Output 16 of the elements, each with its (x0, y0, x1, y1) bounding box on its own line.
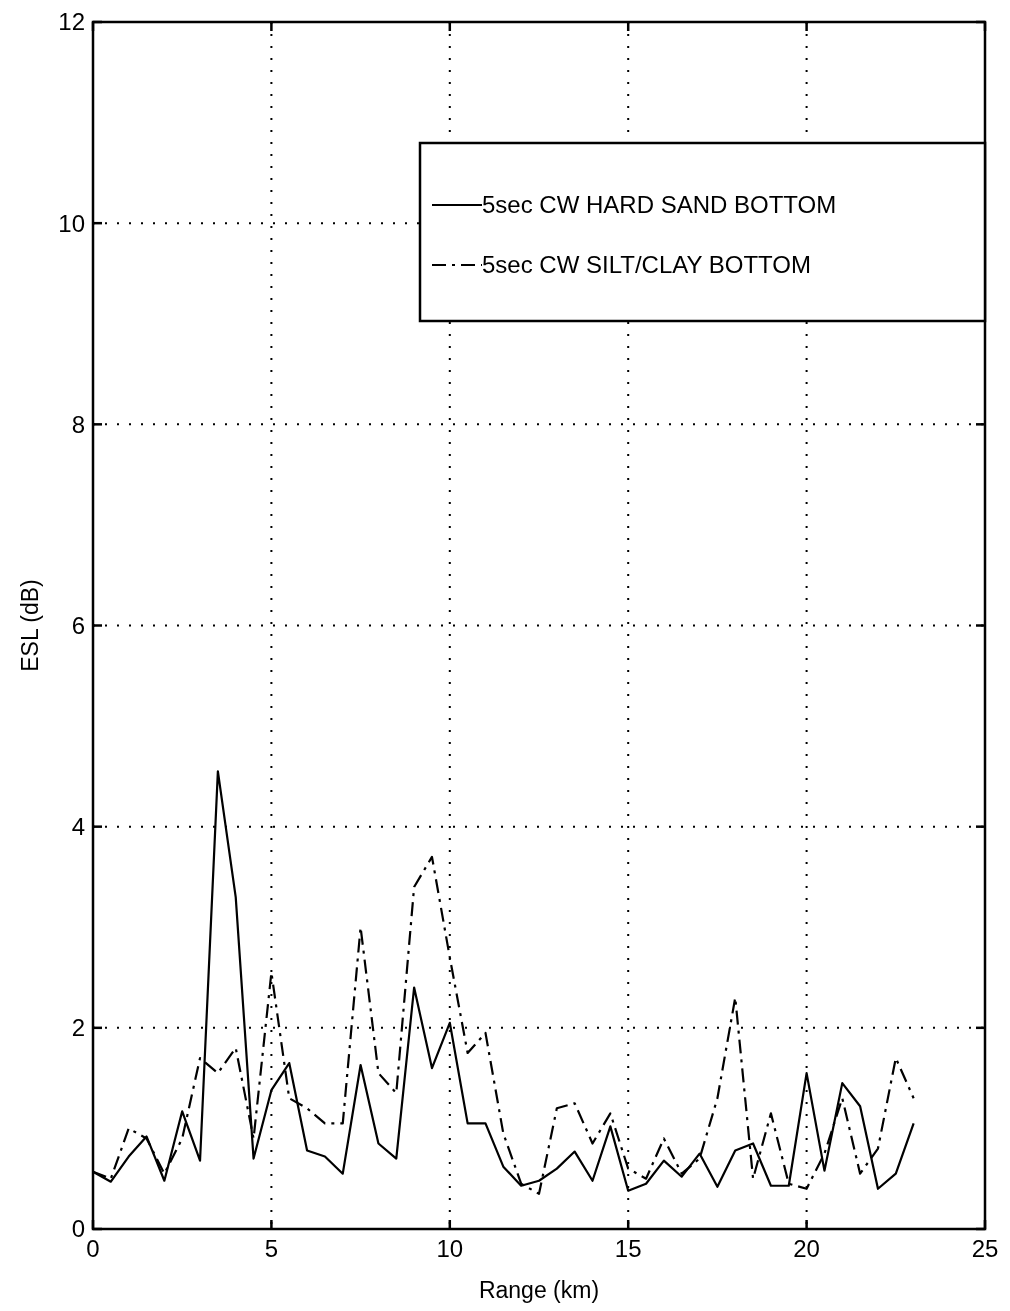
y-tick-label: 4 (71, 813, 85, 841)
y-tick-label: 10 (58, 209, 85, 237)
x-tick-label: 20 (793, 1235, 820, 1262)
y-tick-label: 8 (71, 410, 85, 438)
y-tick-label: 12 (58, 8, 85, 36)
y-tick-label: 2 (71, 1014, 85, 1042)
x-tick-label: 5 (264, 1235, 279, 1262)
x-tick-label: 15 (614, 1235, 642, 1262)
y-tick-label: 6 (71, 611, 85, 639)
x-tick-label: 25 (971, 1235, 999, 1262)
legend-label: 5sec CW SILT/CLAY BOTTOM (482, 251, 811, 279)
legend-label: 5sec CW HARD SAND BOTTOM (482, 191, 837, 219)
x-tick-label: 10 (436, 1235, 464, 1262)
y-axis-title: ESL (dB) (17, 579, 43, 672)
x-axis-title: Range (km) (478, 1277, 600, 1303)
y-tick-label: 0 (71, 1215, 85, 1243)
